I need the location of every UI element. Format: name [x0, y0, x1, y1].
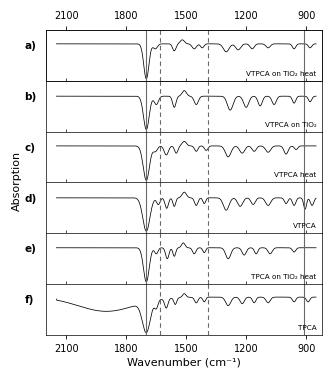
- Text: e): e): [25, 244, 36, 254]
- Text: b): b): [25, 92, 37, 102]
- X-axis label: Wavenumber (cm⁻¹): Wavenumber (cm⁻¹): [127, 358, 241, 368]
- Text: VTPCA on TiO₂ heat: VTPCA on TiO₂ heat: [246, 71, 316, 77]
- Text: c): c): [25, 143, 36, 153]
- Text: VTPCA on TiO₂: VTPCA on TiO₂: [265, 121, 316, 127]
- Text: TPCA on TiO₂ heat: TPCA on TiO₂ heat: [251, 274, 316, 280]
- Text: VTPCA: VTPCA: [293, 223, 316, 229]
- Text: f): f): [25, 295, 34, 305]
- Text: VTPCA heat: VTPCA heat: [274, 172, 316, 178]
- Text: a): a): [25, 41, 36, 51]
- Text: d): d): [25, 194, 37, 203]
- Text: TPCA: TPCA: [298, 324, 316, 331]
- Text: Absorption: Absorption: [12, 150, 22, 211]
